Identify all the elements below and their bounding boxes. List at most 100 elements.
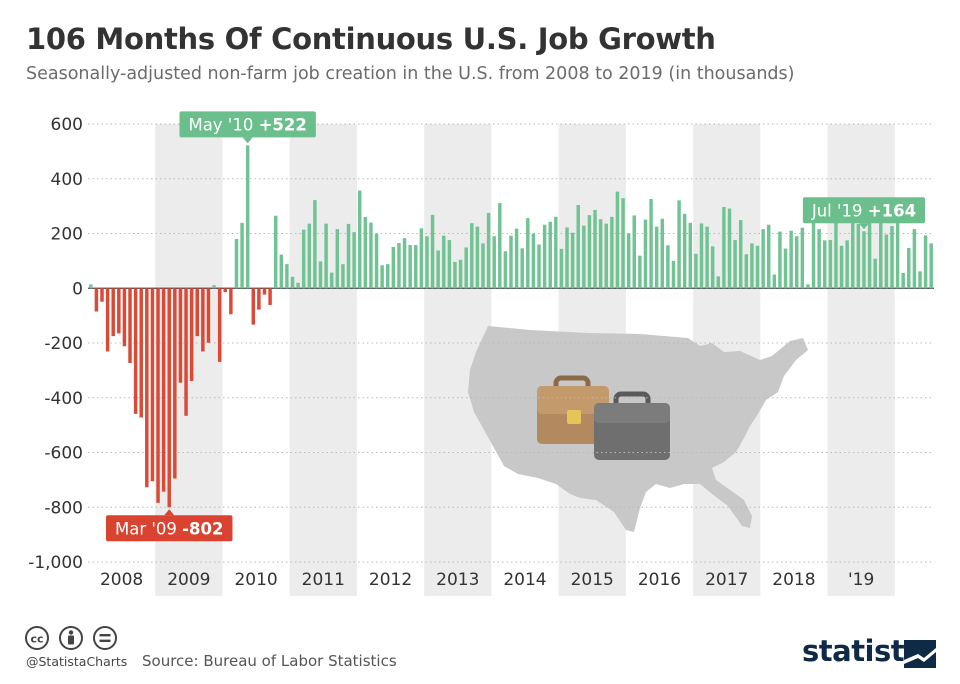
bar: [823, 240, 827, 289]
bar: [817, 229, 821, 289]
bar: [374, 233, 379, 289]
bar: [537, 244, 541, 289]
bar: [408, 244, 412, 289]
bars: [89, 145, 933, 508]
bar: [744, 254, 749, 289]
bar: [223, 288, 228, 293]
bar: [117, 288, 121, 334]
bar: [716, 276, 721, 289]
x-tick-label: 2009: [167, 570, 210, 590]
callout-box: [802, 197, 926, 224]
x-tick-label: 2018: [772, 570, 815, 590]
bar: [772, 274, 777, 289]
bar: [901, 272, 905, 289]
bar: [178, 288, 183, 383]
bar: [245, 145, 250, 289]
bar: [710, 246, 715, 289]
callout-pointer: [164, 509, 175, 516]
creative-commons-icon: cc: [25, 626, 49, 650]
bar: [89, 284, 93, 289]
bar: [296, 282, 300, 289]
bar: [279, 254, 284, 289]
bar: [727, 208, 732, 289]
brown-briefcase-icon: [537, 375, 609, 444]
y-tick-label: -200: [44, 334, 83, 354]
bar: [559, 248, 564, 289]
callout-value: +522: [259, 115, 307, 134]
bar: [391, 246, 396, 289]
bar: [761, 229, 765, 289]
bar: [301, 229, 306, 289]
statista-logo-icon: [904, 640, 936, 668]
bar: [526, 218, 530, 289]
bar: [414, 244, 418, 289]
callout-month: Jul '19: [811, 201, 868, 220]
bar: [582, 225, 586, 289]
bar: [660, 218, 665, 289]
bar: [464, 247, 468, 289]
bar: [447, 240, 452, 289]
bar: [929, 243, 933, 289]
bar: [133, 288, 138, 414]
callout-value: +164: [868, 201, 916, 220]
bar: [666, 245, 670, 289]
bar: [402, 238, 407, 289]
bar: [458, 259, 463, 289]
bar: [918, 271, 922, 289]
bar: [828, 240, 833, 289]
bar: [873, 258, 877, 289]
bar: [649, 199, 653, 289]
attribution-icon: [59, 626, 83, 650]
bar: [268, 288, 272, 305]
bar: [318, 261, 323, 289]
svg-text:cc: cc: [30, 633, 43, 646]
bar: [923, 235, 928, 289]
x-tick-label: 2010: [234, 570, 277, 590]
bar: [201, 288, 205, 352]
x-tick-label: 2015: [571, 570, 614, 590]
bar: [514, 228, 519, 289]
chart-title: 106 Months Of Continuous U.S. Job Growth: [26, 22, 716, 56]
callout-box: [179, 111, 316, 138]
y-gridlines: [88, 123, 934, 563]
bar: [531, 233, 536, 289]
bar: [145, 288, 149, 488]
bar: [834, 199, 838, 289]
bar: [839, 245, 844, 289]
bar: [105, 288, 110, 352]
bar: [682, 213, 687, 289]
us-map-illustration: [468, 326, 808, 532]
bar: [694, 253, 698, 289]
bar: [475, 226, 480, 289]
bar: [139, 288, 143, 418]
bar: [217, 288, 222, 362]
bar: [425, 236, 429, 289]
bar: [800, 227, 805, 289]
x-tick-label: '19: [848, 570, 874, 590]
callout-text: Jul '19 +164: [811, 201, 916, 220]
bar: [285, 264, 289, 289]
license-icons: cc: [25, 626, 117, 650]
bar: [161, 288, 166, 492]
bar: [621, 198, 625, 289]
bar: [262, 288, 267, 295]
y-tick-label: -800: [44, 498, 83, 518]
y-axis: 600 400 200 0 -200 -400 -600 -800 -1,000: [28, 115, 83, 573]
statista-wordmark: statista: [802, 634, 924, 668]
bar: [845, 240, 849, 289]
bar: [806, 284, 810, 289]
year-band: [827, 124, 895, 596]
bar: [346, 223, 351, 289]
bar: [156, 288, 160, 503]
bar: [520, 248, 524, 289]
bar: [570, 232, 575, 289]
bar: [890, 226, 894, 289]
bar: [442, 235, 446, 289]
bar: [150, 288, 155, 482]
bar: [453, 261, 457, 289]
year-band: [289, 124, 357, 596]
callout-box: [106, 515, 233, 542]
y-tick-label: 400: [51, 170, 83, 190]
bar: [324, 223, 328, 289]
